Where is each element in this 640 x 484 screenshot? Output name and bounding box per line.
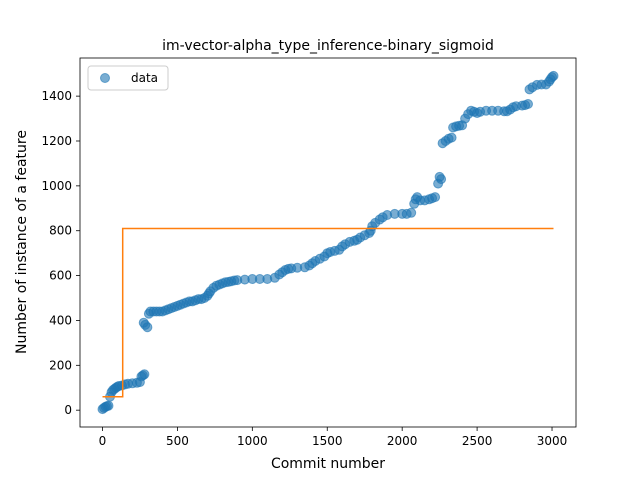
- chart-title: im-vector-alpha_type_inference-binary_si…: [162, 38, 494, 54]
- data-point: [523, 99, 533, 109]
- data-point: [430, 192, 441, 203]
- data-point: [548, 70, 559, 81]
- legend-label: data: [131, 71, 158, 85]
- data-point: [139, 369, 150, 380]
- y-tick-label: 0: [64, 403, 72, 417]
- x-tick-label: 1500: [312, 434, 343, 448]
- y-tick-label: 200: [49, 358, 72, 372]
- legend-box: [87, 65, 169, 91]
- y-tick-label: 400: [49, 313, 72, 327]
- x-axis-label: Commit number: [271, 456, 385, 472]
- y-tick-label: 1200: [41, 134, 72, 148]
- x-tick-label: 500: [166, 434, 189, 448]
- x-tick-label: 3000: [537, 434, 568, 448]
- plot-area: [97, 70, 559, 415]
- legend-marker: [100, 73, 110, 83]
- y-tick-label: 1000: [41, 179, 72, 193]
- data-point: [406, 207, 417, 218]
- y-tick-label: 600: [49, 269, 72, 283]
- step-line: [102, 227, 554, 398]
- y-tick-label: 1400: [41, 89, 72, 103]
- chart-marks: [97, 70, 559, 415]
- axes: 0 500 1000 1500 2000 2500 3000 0 200 400 600 800 100…: [41, 57, 577, 448]
- x-tick-label: 0: [99, 434, 107, 448]
- plot-frame: [79, 57, 577, 428]
- data-point: [142, 322, 153, 333]
- x-tick-label: 2500: [462, 434, 493, 448]
- y-tick-label: 800: [49, 224, 72, 238]
- x-tick-label: 2000: [387, 434, 418, 448]
- data-point: [436, 174, 447, 185]
- x-tick-label: 1000: [237, 434, 268, 448]
- legend: data: [87, 65, 169, 91]
- y-axis-label: Number of instance of a feature: [14, 130, 30, 354]
- data-point: [446, 132, 457, 143]
- data-point: [103, 400, 114, 411]
